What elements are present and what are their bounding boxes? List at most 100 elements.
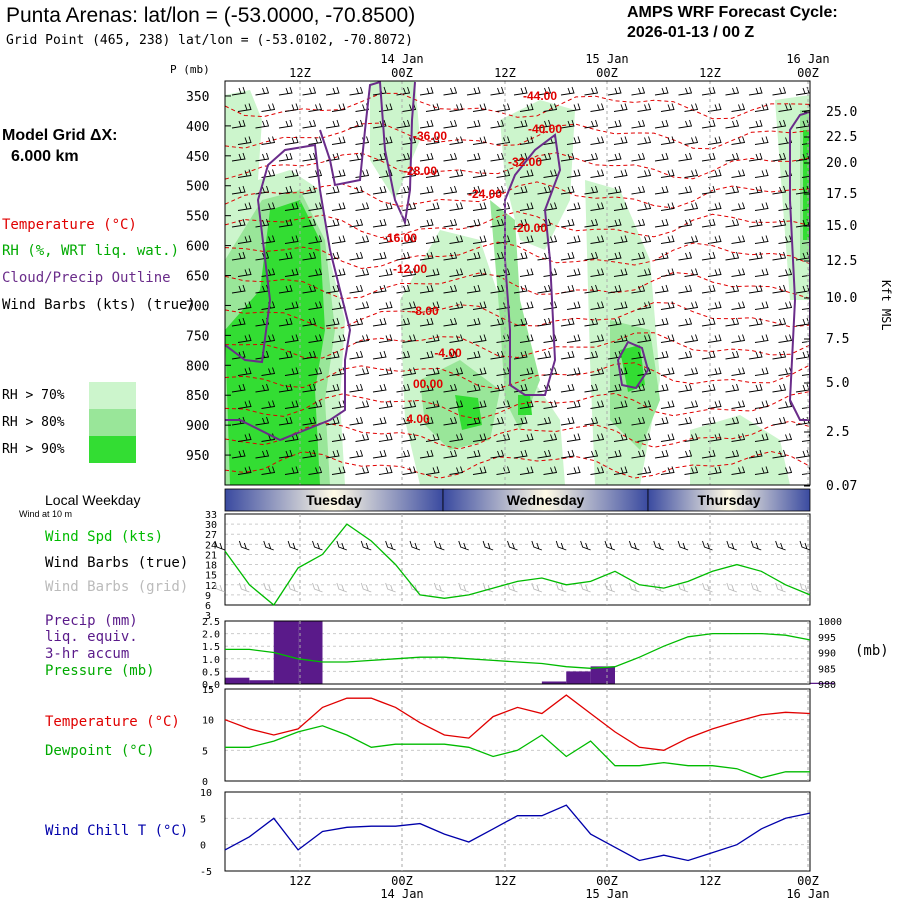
wind-barb — [355, 136, 370, 145]
wind-barb — [519, 268, 534, 277]
wind-barb — [466, 383, 481, 393]
temperature-contour-label: -8.00 — [411, 304, 439, 318]
wind-barb — [613, 433, 628, 442]
wind-barb — [631, 449, 646, 459]
wind-barb — [425, 334, 440, 343]
pressure-unit-label: (mb) — [855, 643, 889, 659]
windchill-tick-label: 0 — [200, 841, 206, 852]
wind-barb-true — [726, 540, 738, 551]
wind-barb — [513, 119, 528, 129]
wind-barb-grid — [263, 582, 274, 593]
wind-barb — [772, 119, 787, 129]
wind-barb — [231, 251, 246, 261]
wind-barb — [654, 416, 669, 426]
bottom-date-label: 14 Jan — [380, 887, 423, 900]
wind-barb — [355, 202, 370, 211]
wind-barb — [748, 152, 763, 162]
altitude-tick-label: 5.0 — [826, 376, 849, 391]
wind-barb-true — [750, 540, 762, 551]
wind-barb — [396, 449, 411, 459]
wind-barb-true — [799, 540, 811, 551]
wind-barb — [584, 185, 599, 195]
temperature-contour-label: -28.00 — [403, 164, 437, 178]
wind-barb — [566, 202, 581, 211]
wind-barb — [419, 86, 434, 96]
wind-barb — [308, 268, 323, 277]
wind-barb — [654, 218, 669, 228]
bottom-date-label: 15 Jan — [585, 887, 628, 900]
wind-barb — [255, 416, 270, 426]
top-date-label: 14 Jan — [380, 52, 423, 66]
wind-barb — [654, 86, 669, 96]
wind-barb — [725, 284, 740, 294]
wind-barb — [678, 86, 693, 96]
wind-barb-grid — [238, 582, 250, 593]
wind-barb — [537, 317, 552, 327]
wind-barb — [637, 334, 652, 343]
pressure-right-tick-label: 980 — [818, 680, 836, 691]
wind-barb — [237, 400, 252, 409]
wind-barb — [519, 400, 534, 409]
temperature-contour-label: -16.00 — [383, 231, 417, 245]
pressure-tick-label: 800 — [186, 359, 209, 374]
wind-barb — [637, 268, 652, 277]
precip-bar — [298, 621, 323, 684]
temperature-contour — [225, 181, 810, 209]
wind-barb — [349, 449, 364, 459]
wind-barb — [607, 86, 622, 96]
wind-barb — [349, 284, 364, 294]
wind-barb — [466, 350, 481, 360]
wind-barb-grid — [628, 582, 640, 593]
wind-barb — [255, 152, 270, 162]
wind-barb — [801, 104, 810, 112]
wind-barb — [237, 301, 252, 310]
temperature-contour — [225, 332, 810, 359]
wind-barb — [537, 449, 552, 459]
wind-barb — [419, 251, 434, 261]
forecast-cycle-label: AMPS WRF Forecast Cycle: — [627, 4, 838, 21]
wind-barb — [754, 466, 769, 475]
wind-barb — [701, 218, 716, 228]
wind-barb — [584, 119, 599, 129]
wind-barb — [513, 218, 528, 228]
wind-barb-true — [385, 540, 396, 551]
wind-barb — [466, 251, 481, 261]
local-weekday-label: Local Weekday — [45, 492, 141, 508]
wind-barb — [513, 86, 528, 96]
wind-barb — [725, 383, 740, 393]
wind-barb — [490, 119, 505, 129]
wind-at-10m-label: Wind at 10 m — [19, 509, 73, 519]
wind-barb — [637, 169, 652, 178]
bottom-time-tick-label: 12Z — [699, 874, 721, 888]
temperature-contour-label: -24.00 — [468, 187, 502, 201]
wind-panel-frame — [224, 513, 811, 606]
wind-barb — [425, 169, 440, 178]
wind-barb — [302, 218, 317, 228]
wind-barb — [778, 334, 793, 343]
wind-barb — [772, 284, 787, 294]
wind-barb — [566, 466, 581, 475]
pressure-label: Pressure (mb) — [45, 663, 155, 679]
wind-barb — [378, 400, 393, 409]
wind-barb — [419, 185, 434, 195]
wind-barb — [795, 449, 810, 459]
wind-barb — [678, 416, 693, 426]
wind-barb — [707, 433, 722, 442]
wind-barb — [490, 350, 505, 360]
wind-barb-true — [214, 540, 226, 551]
cross-section-frame — [224, 80, 811, 486]
wind-barb — [278, 86, 293, 96]
wind-barb — [684, 202, 699, 211]
wind-barb — [543, 169, 558, 178]
pressure-line — [225, 632, 811, 669]
wind-barb — [308, 367, 323, 376]
wind-barb — [731, 169, 746, 178]
wind-barb — [678, 317, 693, 327]
wind-barb — [590, 136, 605, 145]
wind-barb — [731, 235, 746, 244]
wind-barb — [284, 334, 299, 343]
wind-barb — [513, 449, 528, 459]
pressure-tick-label: 450 — [186, 150, 209, 165]
wind-barb — [331, 235, 346, 244]
wind-barb — [490, 317, 505, 327]
